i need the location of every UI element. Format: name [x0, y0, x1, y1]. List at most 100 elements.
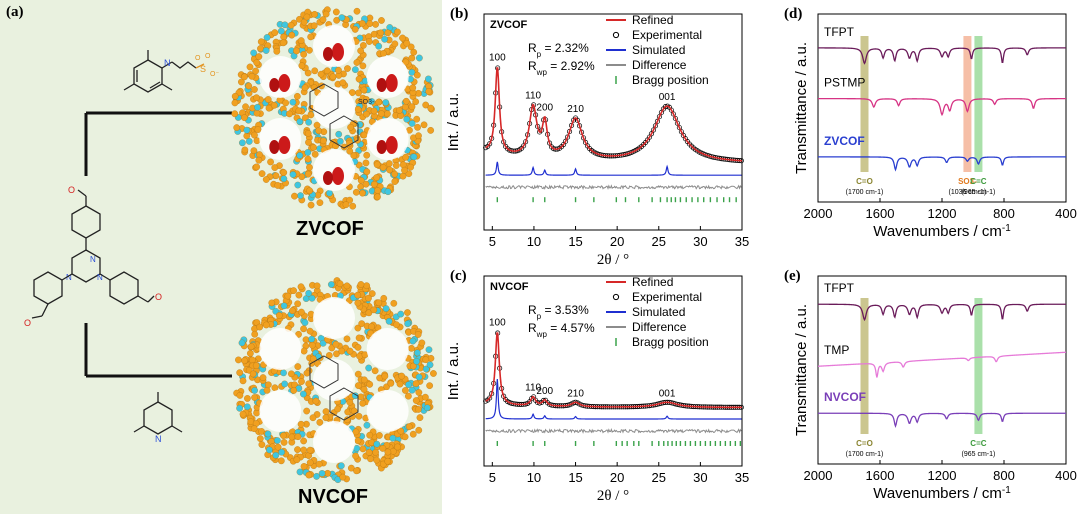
framework-atom-sphere [247, 350, 254, 357]
framework-atom-sphere [333, 350, 340, 358]
framework-atom-sphere [231, 110, 239, 118]
framework-atom-sphere [268, 299, 276, 307]
framework-atom-sphere [322, 414, 330, 422]
framework-atom-sphere [251, 394, 258, 401]
framework-atom-sphere [397, 427, 405, 435]
framework-atom-sphere [305, 289, 313, 297]
band-wavenumber-label: (965 cm-1) [962, 189, 996, 196]
framework-atom-sphere [379, 164, 387, 171]
peak-hkl-label: 200 [536, 386, 553, 397]
svg-text:N: N [155, 434, 162, 444]
framework-atom-sphere [241, 146, 249, 154]
framework-atom-sphere [372, 448, 379, 456]
ir-series-line [817, 412, 1067, 428]
framework-atom-sphere [412, 397, 420, 404]
so3-group-sphere [376, 78, 387, 92]
ir-series-label: TFPT [824, 281, 855, 295]
framework-atom-sphere [346, 147, 354, 155]
framework-atom-sphere [352, 428, 360, 436]
framework-atom-sphere [308, 341, 316, 349]
framework-atom-sphere [354, 370, 362, 378]
framework-atom-sphere [415, 89, 422, 97]
so3-group-sphere [376, 140, 387, 154]
framework-atom-sphere [328, 281, 335, 288]
framework-atom-sphere [416, 54, 423, 62]
framework-atom-sphere [251, 86, 258, 93]
framework-atom-sphere [243, 126, 251, 134]
framework-atom-sphere [343, 282, 351, 290]
band-wavenumber-label: (1700 cm-1) [846, 451, 884, 458]
framework-atom-sphere [372, 21, 379, 28]
x-tick-label: 35 [735, 234, 749, 249]
framework-atom-sphere [359, 189, 366, 197]
r-p-stat: Rp = 2.32% [528, 41, 589, 59]
framework-atom-sphere [412, 380, 420, 387]
band-label: C=O [856, 439, 873, 448]
framework-atom-sphere [370, 180, 378, 188]
framework-atom-sphere [366, 20, 374, 27]
framework-atom-sphere [408, 103, 416, 111]
xrd-panel-c: (c) NVCOF Int. / a.u. 2θ / ° 5 10 15 20 25 30 35 10… [445, 268, 749, 504]
framework-atom-sphere [265, 104, 273, 112]
framework-atom-sphere [365, 364, 373, 372]
framework-atom-sphere [391, 40, 399, 48]
framework-atom-sphere [271, 164, 279, 171]
framework-pore [366, 390, 409, 432]
framework-atom-sphere [348, 89, 356, 96]
framework-atom-sphere [317, 70, 325, 78]
x-tick-label: 10 [527, 234, 541, 249]
framework-atom-sphere [272, 172, 280, 180]
band-label: SO3- [958, 177, 977, 186]
framework-atom-sphere [309, 414, 317, 422]
framework-atom-sphere [408, 120, 416, 127]
framework-atom-sphere [354, 344, 362, 351]
framework-atom-sphere [244, 395, 251, 402]
framework-atom-sphere [290, 387, 298, 394]
peak-hkl-label: 001 [659, 92, 676, 103]
framework-atom-sphere [303, 13, 311, 21]
x-tick-label: 2000 [804, 468, 833, 483]
linker-ring-icon [309, 355, 339, 389]
linker-ring-icon [329, 115, 359, 149]
x-tick-label: 800 [993, 206, 1015, 221]
framework-atom-sphere [397, 310, 405, 318]
framework-atom-sphere [415, 406, 422, 413]
framework-atom-sphere [256, 151, 263, 158]
framework-atom-sphere [346, 398, 354, 406]
framework-atom-sphere [371, 367, 379, 375]
framework-atom-sphere [241, 114, 248, 122]
framework-atom-sphere [300, 463, 308, 470]
framework-pore [313, 421, 355, 463]
ftir-panel-e: (e) Transmittance / a.u. Wavenumbers / cm-… [784, 268, 1077, 502]
framework-atom-sphere [415, 426, 423, 434]
framework-atom-sphere [326, 189, 333, 197]
framework-atom-sphere [384, 188, 392, 196]
framework-atom-sphere [305, 139, 312, 146]
framework-atom-sphere [375, 42, 383, 50]
framework-atom-sphere [248, 356, 256, 364]
framework-atom-sphere [337, 462, 345, 470]
framework-atom-sphere [304, 130, 312, 137]
ftir-panel-d: (d) Transmittance / a.u. Wavenumbers / cm-… [784, 6, 1077, 240]
experimental-point [656, 114, 662, 120]
framework-atom-sphere [368, 290, 376, 297]
x-tick-label: 30 [693, 234, 707, 249]
difference-line [485, 428, 742, 434]
framework-pore [313, 87, 355, 129]
framework-atom-sphere [241, 357, 248, 365]
framework-atom-sphere [404, 309, 411, 316]
framework-atom-sphere [320, 137, 327, 145]
framework-atom-sphere [294, 300, 302, 308]
experimental-point [650, 127, 656, 133]
framework-atom-sphere [355, 412, 363, 420]
framework-atom-sphere [353, 467, 360, 475]
experimental-point [648, 131, 655, 137]
framework-atom-sphere [241, 73, 248, 81]
band-highlight [974, 298, 983, 434]
tfpt-molecule-icon: O N N N O O [24, 185, 162, 328]
framework-atom-sphere [262, 176, 270, 183]
framework-atom-sphere [409, 84, 417, 92]
framework-atom-sphere [359, 445, 367, 453]
framework-atom-sphere [275, 312, 283, 319]
framework-atom-sphere [405, 381, 412, 389]
